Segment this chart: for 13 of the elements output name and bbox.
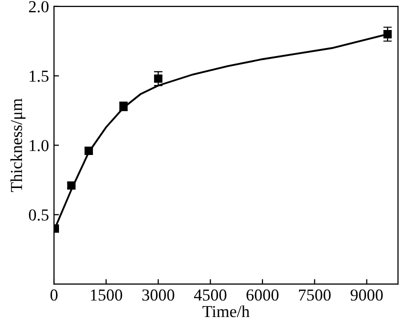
- x-tick-label: 0: [50, 289, 58, 301]
- y-tick-label: 1.5: [30, 70, 48, 82]
- y-tick-label: 0.5: [28, 209, 48, 221]
- x-axis-title: Time/h: [202, 305, 250, 318]
- x-tick-label: 3000: [142, 289, 174, 301]
- y-tick-label: 2.0: [29, 1, 49, 12]
- y-axis-title: Thickness/μm: [10, 98, 26, 192]
- y-tick-label: 1.0: [30, 140, 49, 152]
- x-tick-label: 4500: [194, 289, 226, 301]
- x-tick-label: 9000: [350, 289, 383, 301]
- x-tick-label: 1500: [90, 289, 122, 301]
- x-tick-label: 7500: [299, 289, 331, 301]
- x-tick-label: 6000: [246, 289, 279, 301]
